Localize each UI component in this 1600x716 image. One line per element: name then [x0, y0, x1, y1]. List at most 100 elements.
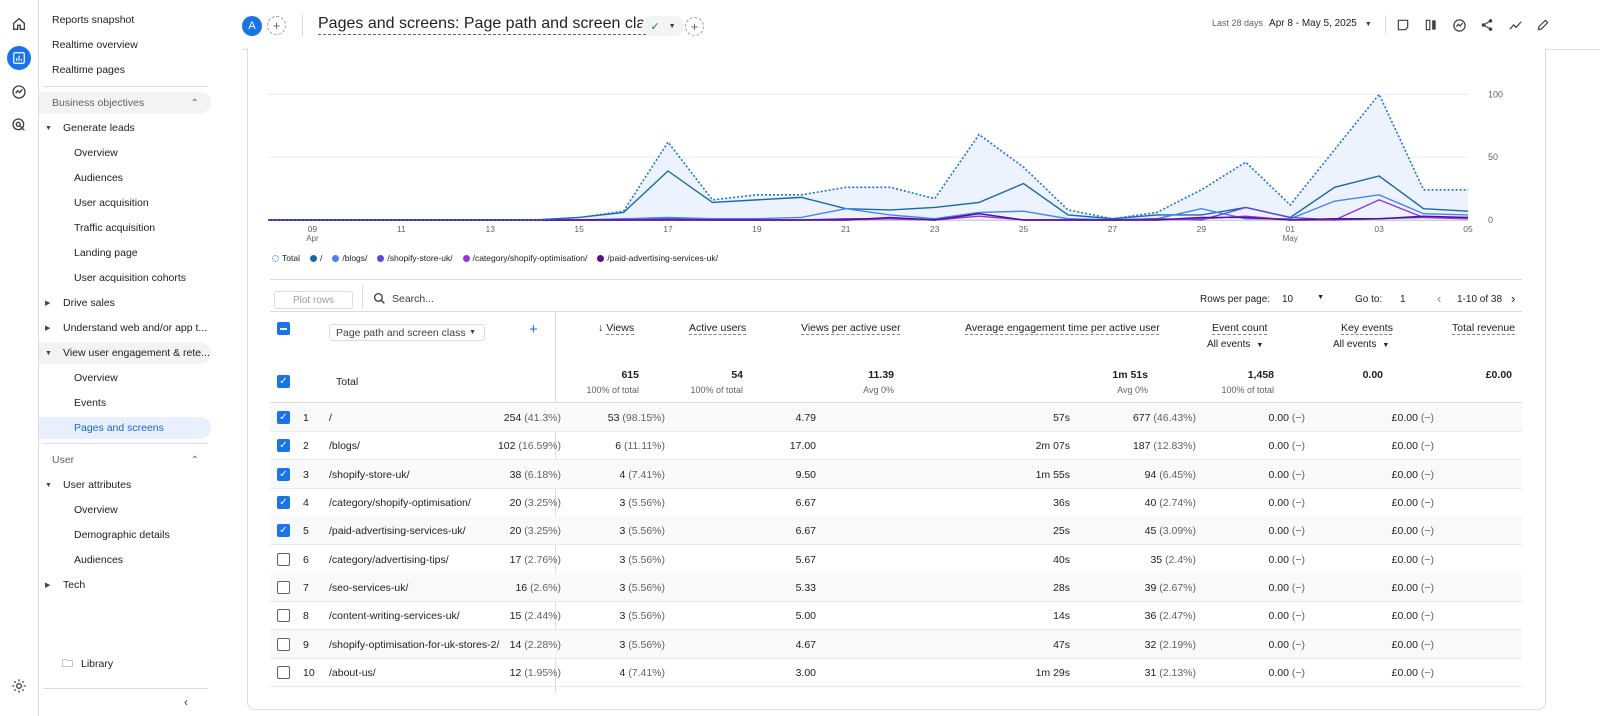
row-users-pct: (98.15%) [622, 412, 665, 424]
share-icon[interactable] [1478, 16, 1496, 34]
column-header-views-per-user[interactable]: Views per active user [801, 322, 901, 334]
sidebar-item-overview[interactable]: Overview [39, 142, 211, 164]
row-checkbox[interactable]: ✓ [277, 524, 290, 537]
select-all-checkbox[interactable] [277, 322, 290, 335]
row-checkbox[interactable]: ✓ [277, 468, 290, 481]
settings-gear-icon[interactable] [7, 674, 31, 698]
collapse-sidebar-icon[interactable]: ‹ [184, 695, 188, 709]
next-page-icon[interactable]: › [1511, 291, 1516, 306]
sidebar-item-generate-leads[interactable]: ▼ Generate leads [39, 117, 211, 139]
insights-icon[interactable] [1450, 16, 1468, 34]
row-checkbox[interactable] [277, 609, 290, 622]
row-checkbox[interactable]: ✓ [277, 439, 290, 452]
table-row[interactable]: ✓ 5/paid-advertising-services-uk/20 (3.25… [270, 516, 1522, 545]
legend-item[interactable]: /blogs/ [332, 253, 367, 263]
row-checkbox[interactable]: ✓ [277, 496, 290, 509]
compare-columns-icon[interactable] [1422, 16, 1440, 34]
sidebar-item-events[interactable]: Events [39, 392, 211, 414]
table-search[interactable]: Search... [373, 292, 434, 305]
row-checkbox[interactable] [277, 666, 290, 679]
event-count-filter[interactable]: All events ▼ [1207, 339, 1263, 350]
sidebar-item-user-acquisition[interactable]: User acquisition [39, 192, 211, 214]
row-vpu-cell: 6.67 [796, 497, 816, 509]
sidebar-item-realtime-pages[interactable]: Realtime pages [39, 59, 211, 81]
legend-label: /blogs/ [342, 253, 368, 263]
advertising-icon[interactable] [7, 113, 31, 137]
sidebar-item-pages-and-screens[interactable]: Pages and screens [39, 417, 211, 439]
row-key-pct: (−) [1291, 440, 1305, 452]
sidebar-item-audiences[interactable]: Audiences [39, 167, 211, 189]
legend-item[interactable]: / [309, 253, 322, 263]
table-row[interactable]: ✓ 2/blogs/102 (16.59%) 6 (11.11%) 17.00 2m 0… [270, 431, 1522, 460]
row-checkbox[interactable] [277, 638, 290, 651]
table-row[interactable]: 8/content-writing-services-uk/15 (2.44%)… [270, 601, 1522, 630]
sidebar-item-library[interactable]: 🗀 Library [49, 653, 221, 675]
prev-page-icon[interactable]: ‹ [1437, 291, 1442, 306]
sidebar-item-realtime-overview[interactable]: Realtime overview [39, 34, 211, 56]
sidebar-item-understand-web-app[interactable]: ▶ Understand web and/or app t... [39, 317, 211, 339]
explore-icon[interactable] [7, 80, 31, 104]
column-header-key-events[interactable]: Key events [1341, 322, 1393, 334]
sidebar-section-label: User [52, 454, 75, 466]
sidebar-item-reports-snapshot[interactable]: Reports snapshot [39, 9, 211, 31]
sidebar-item-tech[interactable]: ▶ Tech [39, 574, 211, 596]
row-checkbox[interactable] [277, 553, 290, 566]
add-filter-icon[interactable]: + [685, 17, 704, 36]
row-views-cell: 12 (1.95%) [510, 667, 561, 679]
rows-per-page-select[interactable]: 10 ▼ [1282, 294, 1324, 305]
sidebar-item-drive-sales[interactable]: ▶ Drive sales [39, 292, 211, 314]
row-vpu-cell: 5.33 [796, 582, 816, 594]
add-comparison-icon[interactable]: + [267, 16, 286, 35]
sidebar-item-label: Demographic details [74, 529, 170, 541]
sidebar-item-traffic-acquisition[interactable]: Traffic acquisition [39, 217, 211, 239]
sidebar-section-user[interactable]: User ⌃ [39, 449, 211, 471]
legend-item[interactable]: /category/shopify-optimisation/ [462, 253, 587, 263]
column-header-event-count[interactable]: Event count [1212, 322, 1268, 334]
search-input[interactable]: Search... [392, 292, 435, 305]
sidebar-item-overview[interactable]: Overview [39, 367, 211, 389]
table-row[interactable]: 10/about-us/12 (1.95%) 4 (7.41%) 3.00 1m 29… [270, 658, 1522, 687]
table-row[interactable]: 7/seo-services-uk/16 (2.6%) 3 (5.56%) 5.33… [270, 573, 1522, 602]
legend-item[interactable]: /paid-advertising-services-uk/ [597, 253, 718, 263]
insights-note-icon[interactable] [1394, 16, 1412, 34]
row-users-value: 3 [619, 582, 626, 594]
column-header-avg-engagement[interactable]: Average engagement time per active user [965, 322, 1160, 334]
plot-rows-button[interactable]: Plot rows [274, 291, 353, 309]
sidebar-item-overview[interactable]: Overview [39, 499, 211, 521]
trend-sparkline-icon[interactable] [1506, 16, 1524, 34]
total-checkbox[interactable]: ✓ [277, 375, 290, 388]
column-header-views[interactable]: ↓ Views [598, 322, 634, 334]
reports-icon[interactable] [7, 46, 31, 70]
dimension-select[interactable]: Page path and screen class ▼ [329, 324, 485, 341]
table-row[interactable]: ✓ 3/shopify-store-uk/38 (6.18%) 4 (7.41%) 9… [270, 460, 1522, 489]
sidebar-section-business-objectives[interactable]: Business objectives ⌃ [39, 92, 211, 114]
sidebar-item-user-acquisition-cohorts[interactable]: User acquisition cohorts [39, 267, 211, 289]
key-events-filter[interactable]: All events ▼ [1333, 339, 1389, 350]
comparison-avatar[interactable]: A [242, 16, 262, 36]
column-header-total-revenue[interactable]: Total revenue [1452, 322, 1516, 334]
date-range-picker[interactable]: Last 28 days Apr 8 - May 5, 2025 ▼ [1212, 18, 1372, 29]
title-status-badge[interactable]: ✓ ▼ [642, 16, 684, 36]
table-row[interactable]: ✓ 4/category/shopify-optimisation/20 (3.2… [270, 488, 1522, 517]
toolbar-divider [270, 311, 1522, 312]
column-header-active-users[interactable]: Active users [689, 322, 747, 334]
row-vpu-value: 9.50 [795, 469, 816, 481]
add-dimension-icon[interactable]: + [529, 321, 538, 338]
sidebar-item-demographic-details[interactable]: Demographic details [39, 524, 211, 546]
table-row[interactable]: ✓ 1 / 254 (41.3%) 53 (98.15%) 4.79 57s 677 (46.… [270, 403, 1522, 432]
table-row[interactable]: 6/category/advertising-tips/17 (2.76%) 3 … [270, 545, 1522, 574]
sidebar-item-view-user-engagement[interactable]: ▼ View user engagement & rete... [39, 342, 211, 364]
sidebar-item-landing-page[interactable]: Landing page [39, 242, 211, 264]
legend-item[interactable]: /shopify-store-uk/ [377, 253, 453, 263]
row-checkbox[interactable] [277, 581, 290, 594]
sidebar-item-user-attributes[interactable]: ▼ User attributes [39, 474, 211, 496]
legend-item[interactable]: Total [272, 253, 300, 263]
row-page-path: /blogs/ [329, 440, 360, 452]
sidebar-item-audiences[interactable]: Audiences [39, 549, 211, 571]
home-icon[interactable] [7, 12, 31, 36]
goto-input[interactable]: 1 [1400, 294, 1406, 305]
row-events-cell: 36 (2.47%) [1145, 610, 1196, 622]
table-row[interactable]: 9/shopify-optimisation-for-uk-stores-2/1… [270, 630, 1522, 659]
edit-pencil-icon[interactable] [1534, 16, 1552, 34]
row-checkbox[interactable]: ✓ [277, 411, 290, 424]
